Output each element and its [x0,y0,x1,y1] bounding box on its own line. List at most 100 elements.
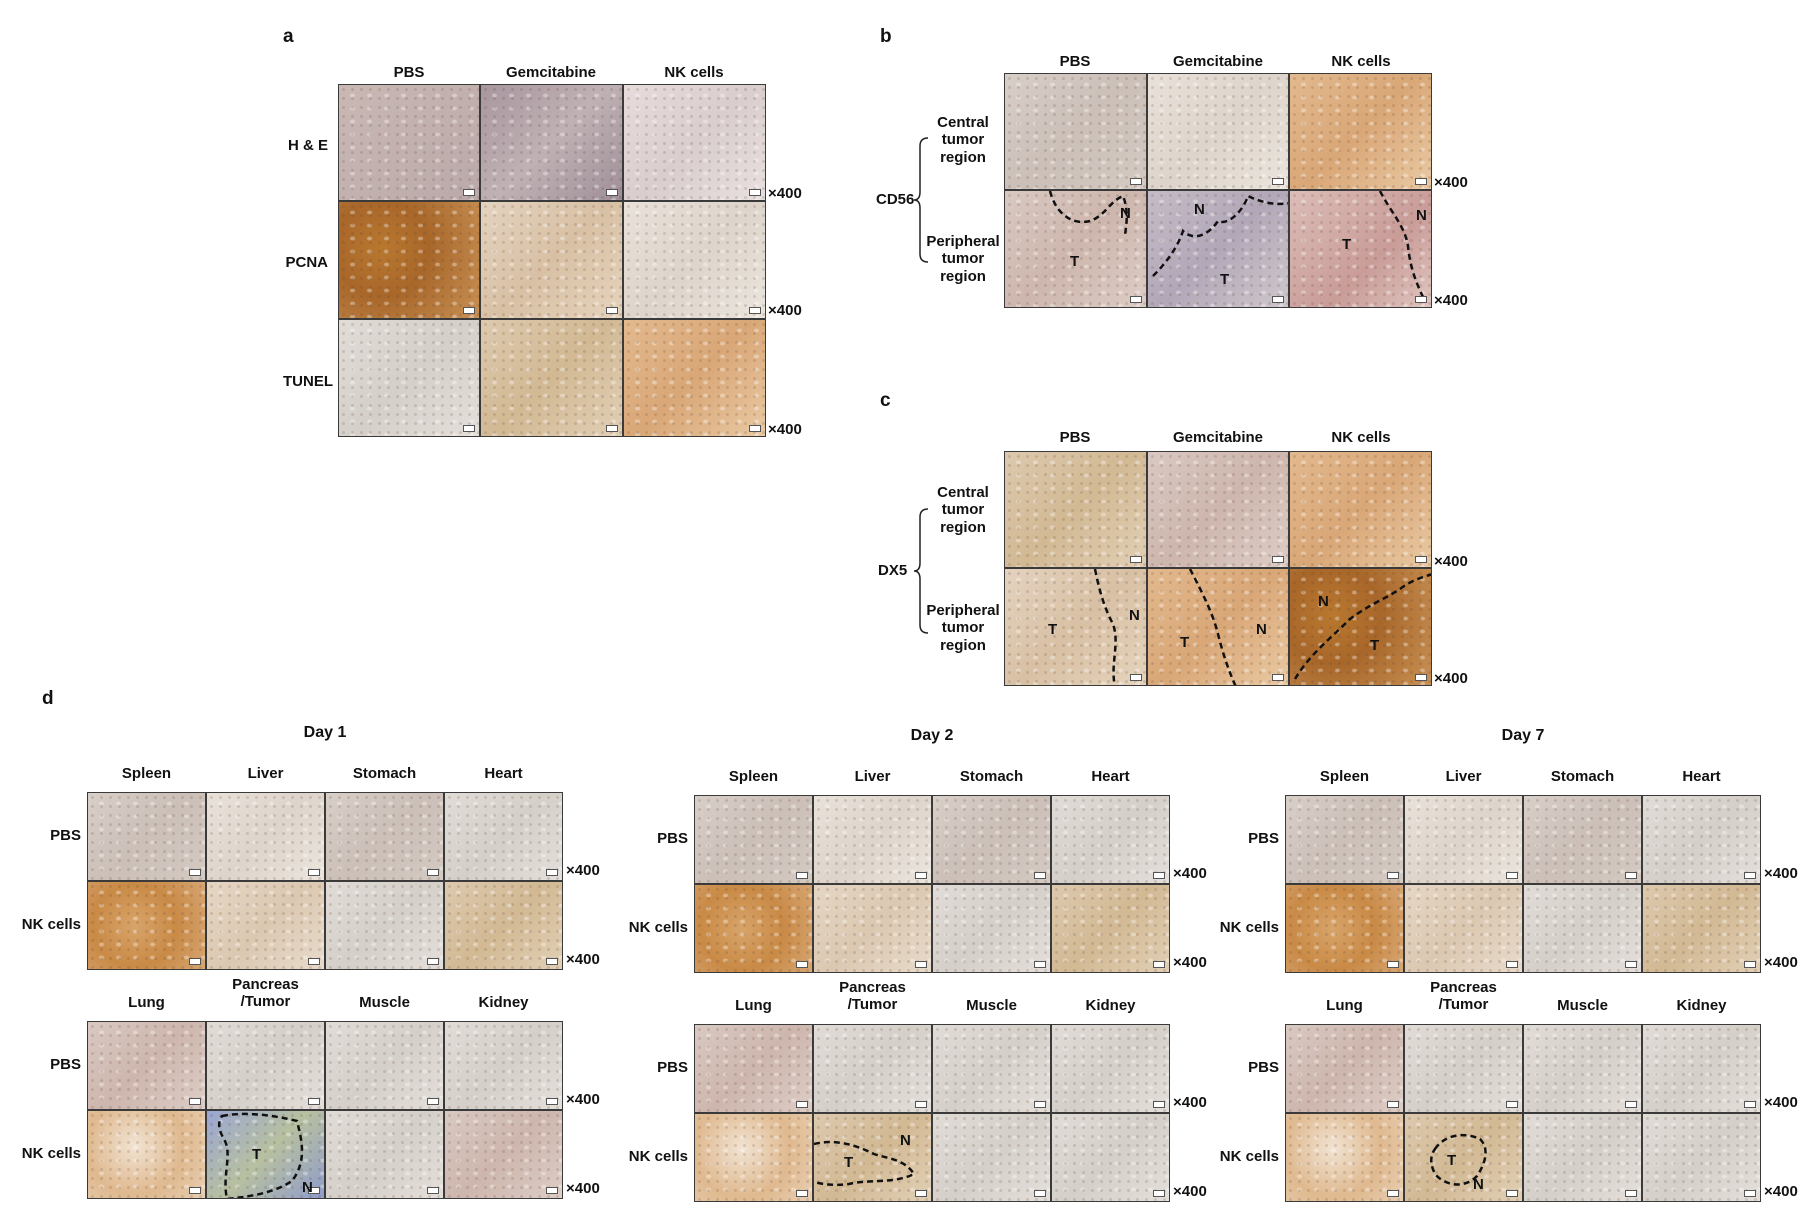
organ-label: Pancreas/Tumor [1430,979,1497,1014]
micrograph-dx5-peripheral-pbs: T N [1004,568,1147,686]
organ-label: Muscle [966,997,1017,1014]
micrograph-tile [694,795,813,884]
magnification-label: ×400 [1173,1183,1207,1200]
scale-bar [796,872,808,879]
micrograph-tile [87,1110,206,1199]
row-label-he: H & E [287,137,328,154]
micrograph-tile [694,1113,813,1202]
normal-label: N [1473,1176,1484,1193]
scale-bar [1625,1101,1637,1108]
marker-label-dx5: DX5 [878,562,908,579]
micrograph-dx5-peripheral-nk-cells: T N [1289,568,1432,686]
micrograph-tile [813,795,932,884]
row-label: NK cells [21,1145,81,1162]
day-title: Day 1 [303,724,347,741]
micrograph-tile [1523,1113,1642,1202]
micrograph-tile [1285,1024,1404,1113]
micrograph-pcna-pbs [338,201,480,319]
tumor-boundary [1152,194,1288,277]
scale-bar [308,1187,320,1194]
panel-letter-c: c [880,390,891,411]
col-label-nk-cells: NK cells [1331,53,1391,70]
micrograph-tile [1051,795,1170,884]
scale-bar [189,1098,201,1105]
micrograph-tile [444,881,563,970]
micrograph-cd56-central-gemcitabine [1147,73,1289,190]
micrograph-tile [932,1024,1051,1113]
scale-bar [1153,872,1165,879]
micrograph-tile [1285,1113,1404,1202]
micrograph-he-pbs [338,84,480,201]
micrograph-dx5-central-nk-cells [1289,451,1432,568]
scale-bar [427,869,439,876]
micrograph-tile [932,795,1051,884]
scale-bar [1506,1190,1518,1197]
panel-letter-d: d [42,688,54,709]
row-label-tunel: TUNEL [283,373,333,390]
col-label-gemcitabine: Gemcitabine [505,64,597,81]
normal-label: N [1416,207,1427,224]
tumor-label: T [252,1146,262,1163]
scale-bar [1625,1190,1637,1197]
scale-bar [189,869,201,876]
row-label: PBS [657,830,688,847]
organ-label: Heart [484,765,523,782]
micrograph-tile [1285,795,1404,884]
tumor-label: T [1447,1152,1457,1169]
micrograph-tile [325,881,444,970]
day-title: Day 2 [910,727,954,744]
row-label: PBS [1248,1059,1279,1076]
micrograph-tile [444,1110,563,1199]
micrograph-tile [694,1024,813,1113]
col-label-pbs: PBS [393,64,425,81]
magnification-label: ×400 [1434,174,1468,191]
magnification-label: ×400 [1173,1094,1207,1111]
magnification-label: ×400 [1434,553,1468,570]
micrograph-tile [1285,884,1404,973]
tumor-label: T [1342,236,1352,253]
tumor-label: T [1070,253,1080,270]
row-label-central-tumor-region: Central tumor region [937,114,989,166]
scale-bar [189,1187,201,1194]
magnification-label: ×400 [566,862,600,879]
micrograph-cd56-peripheral-nk-cells: T N [1289,190,1432,308]
micrograph-tile [932,1113,1051,1202]
tumor-boundary [1430,1133,1487,1186]
row-label: NK cells [1219,1148,1279,1165]
micrograph-pcna-gemcitabine [480,201,623,319]
organ-label: Stomach [352,765,417,782]
row-label: NK cells [628,919,688,936]
scale-bar [1506,872,1518,879]
tumor-boundary [814,1140,916,1187]
scale-bar [796,961,808,968]
magnification-label: ×400 [1434,292,1468,309]
micrograph-tile [444,1021,563,1110]
col-label-pbs: PBS [1059,53,1091,70]
tumor-boundary [1188,569,1237,685]
panel-letter-a: a [283,26,294,47]
micrograph-tile [87,1021,206,1110]
normal-label: N [1256,621,1267,638]
organ-label: Kidney [478,994,529,1011]
bracket [913,137,929,263]
micrograph-tile [206,792,325,881]
scale-bar [915,872,927,879]
tumor-boundary [1093,569,1117,685]
micrograph-tile [1051,1024,1170,1113]
normal-label: N [900,1132,911,1149]
micrograph-he-nk-cells [623,84,766,201]
organ-label: Liver [854,768,891,785]
magnification-label: ×400 [566,1180,600,1197]
normal-label: N [1194,201,1205,218]
micrograph-tile [1642,795,1761,884]
organ-label: Muscle [1557,997,1608,1014]
micrograph-tunel-gemcitabine [480,319,623,437]
scale-bar [427,1098,439,1105]
row-label: NK cells [21,916,81,933]
row-label: PBS [657,1059,688,1076]
micrograph-tunel-nk-cells [623,319,766,437]
organ-label: Pancreas/Tumor [839,979,906,1014]
micrograph-tile [325,792,444,881]
panel-letter-b: b [880,26,892,47]
